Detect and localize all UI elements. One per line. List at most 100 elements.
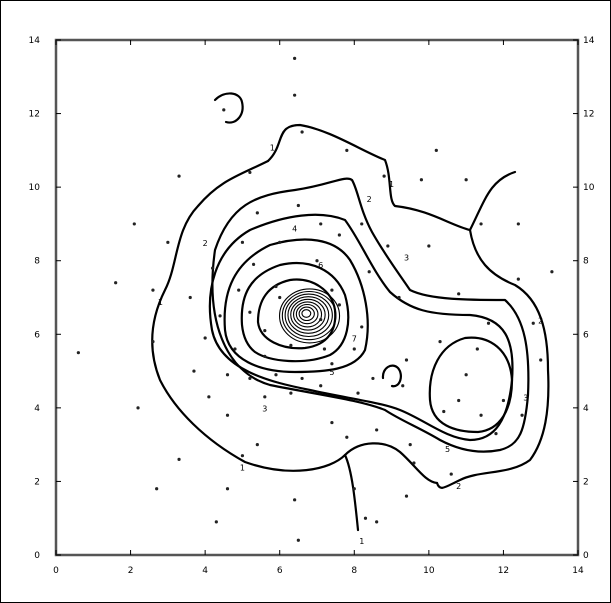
data-point [263, 329, 267, 333]
contour-label: 2 [538, 316, 543, 325]
data-point [352, 487, 356, 491]
data-point [263, 354, 267, 358]
contour-label: 7 [352, 335, 357, 344]
x-tick-label: 8 [351, 566, 357, 576]
peak-contour-ring [292, 301, 323, 328]
data-point [412, 461, 416, 465]
data-point [457, 398, 461, 403]
data-point [319, 384, 323, 388]
peak-contour-ring [287, 296, 330, 334]
data-point [494, 432, 498, 436]
data-point [151, 340, 155, 344]
y-tick-label-right: 2 [583, 477, 589, 487]
data-point [531, 321, 535, 325]
data-point [248, 310, 252, 314]
x-tick-label: 6 [277, 566, 283, 576]
contour-label: 6 [318, 261, 323, 270]
contour-label: 1 [270, 143, 275, 152]
y-tick-label-left: 8 [34, 257, 40, 267]
contour-label: 3 [262, 405, 267, 414]
data-point [177, 457, 181, 461]
data-point [345, 435, 349, 439]
data-point [132, 222, 136, 226]
data-point [330, 420, 334, 425]
data-point [293, 56, 297, 60]
data-point [404, 358, 409, 362]
data-point [293, 93, 297, 97]
data-point [356, 391, 360, 395]
data-point [360, 325, 364, 329]
data-point [240, 454, 245, 458]
data-point [263, 395, 267, 399]
data-point [151, 288, 155, 292]
data-point [289, 391, 293, 395]
data-point [475, 347, 479, 351]
data-point [501, 398, 506, 403]
y-tick-label-left: 6 [34, 330, 40, 340]
contour-label: 2 [456, 482, 461, 491]
contour-label: 1 [158, 298, 163, 307]
data-point [255, 443, 259, 447]
y-tick-label-left: 4 [34, 404, 40, 414]
data-point [539, 358, 543, 362]
data-point [486, 321, 491, 325]
contour-label: 3 [404, 254, 409, 263]
x-tick-label: 2 [128, 566, 134, 576]
data-point [371, 376, 375, 381]
x-tick-label: 4 [202, 566, 208, 576]
data-point [188, 295, 192, 300]
data-point [464, 178, 468, 182]
data-point [166, 240, 170, 244]
data-point [203, 336, 207, 340]
data-point [408, 443, 412, 447]
data-point [464, 373, 468, 377]
x-tick-label: 12 [498, 566, 509, 576]
data-point [516, 222, 520, 226]
peak-contour-ring [301, 309, 312, 318]
peak-contour-ring [298, 306, 315, 322]
data-point [367, 270, 371, 274]
contour-label: 1 [389, 180, 394, 189]
data-point [434, 148, 438, 152]
y-tick-label-right: 6 [583, 330, 589, 340]
data-point [520, 413, 524, 417]
data-point [136, 406, 140, 410]
y-tick-label-left: 14 [29, 36, 41, 46]
x-tick-label: 10 [423, 566, 435, 576]
contour-label: 4 [292, 224, 297, 233]
data-points [76, 56, 554, 542]
contour-labels: 1 1 1 1 1 2 2 2 2 3 3 3 4 5 5 6 7 [158, 143, 543, 546]
data-point [155, 487, 159, 491]
data-point [457, 292, 461, 296]
data-point [419, 178, 423, 182]
contour-level-1-outer [151, 159, 360, 532]
peak-contour-ring [278, 288, 341, 344]
contour-label: 3 [523, 394, 528, 403]
data-point [427, 244, 431, 248]
data-point [225, 487, 230, 491]
data-point [300, 130, 304, 134]
data-point [237, 288, 241, 292]
y-tick-label-right: 12 [583, 110, 594, 120]
data-point [225, 373, 230, 377]
y-tick-label-right: 0 [583, 551, 589, 561]
contour-level-5 [240, 261, 350, 363]
data-point [248, 376, 252, 381]
y-tick-label-right: 8 [583, 257, 589, 267]
y-tick-label-left: 2 [34, 477, 40, 487]
data-point [442, 409, 446, 414]
data-point [375, 428, 379, 432]
peak-contour-ring [295, 303, 319, 325]
peak-contour-ring [281, 290, 337, 341]
data-point [248, 170, 252, 175]
y-tick-label-left: 12 [29, 110, 40, 120]
contour-level-4 [223, 238, 369, 374]
peak-contour-ring [284, 293, 333, 338]
y-tick-label-right: 14 [583, 36, 595, 46]
contour-label: 5 [445, 445, 450, 454]
contour-level-2 [211, 177, 530, 453]
data-point [438, 340, 442, 344]
contour-level-1-upper [266, 123, 517, 232]
data-point [401, 384, 405, 388]
